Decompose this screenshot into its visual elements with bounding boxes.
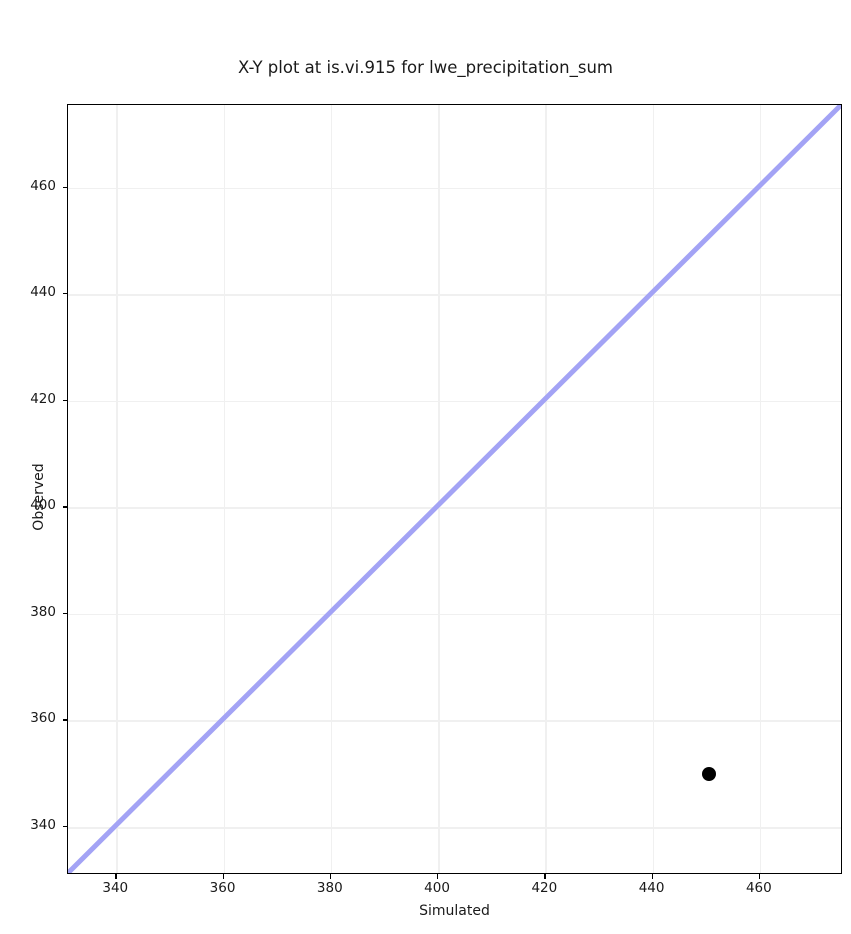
gridline-vertical (545, 105, 547, 873)
y-tick-mark (62, 826, 67, 828)
plot-area (67, 104, 842, 874)
x-tick-label: 400 (424, 880, 450, 896)
scatter-point[interactable] (701, 766, 716, 781)
gridline-horizontal (68, 613, 841, 616)
gridline-horizontal (68, 720, 841, 723)
x-tick-mark (115, 874, 117, 879)
x-tick-label: 460 (745, 880, 772, 896)
y-tick-label: 400 (30, 497, 56, 514)
gridline-vertical (223, 105, 226, 873)
x-tick-mark (651, 874, 653, 879)
y-tick-mark (62, 719, 67, 721)
one-to-one-line (68, 105, 841, 873)
x-tick-label: 340 (102, 880, 129, 896)
gridline-horizontal (68, 507, 841, 509)
gridline-vertical (330, 105, 333, 873)
x-tick-mark (329, 874, 332, 879)
x-tick-mark (222, 874, 224, 879)
y-tick-label: 440 (30, 284, 56, 301)
x-tick-mark (544, 874, 546, 879)
gridline-horizontal (68, 400, 841, 403)
y-axis-label: Observed (31, 463, 47, 531)
x-tick-label: 420 (531, 880, 558, 896)
x-axis-label: Simulated (419, 903, 490, 919)
y-tick-mark (62, 399, 67, 402)
x-tick-label: 440 (638, 880, 665, 896)
y-tick-label: 360 (30, 710, 56, 727)
y-tick-label: 380 (30, 603, 56, 620)
gridline-horizontal (68, 294, 841, 296)
x-tick-mark (437, 874, 439, 879)
x-tick-label: 380 (316, 880, 343, 896)
gridline-vertical (759, 105, 762, 873)
gridline-vertical (652, 105, 655, 873)
gridline-horizontal (68, 187, 841, 190)
y-tick-label: 420 (30, 390, 56, 407)
x-tick-label: 360 (209, 880, 236, 896)
gridline-vertical (116, 105, 118, 873)
chart-title-line-1: X-Y plot at is.vi.915 for lwe_precipitat… (238, 58, 613, 77)
gridline-horizontal (68, 827, 841, 829)
y-tick-mark (62, 293, 67, 295)
y-tick-label: 460 (30, 177, 56, 194)
gridline-vertical (438, 105, 440, 873)
y-tick-mark (62, 506, 67, 508)
y-tick-mark (62, 186, 67, 188)
y-tick-mark (62, 612, 67, 615)
y-tick-label: 340 (30, 817, 56, 834)
x-tick-mark (758, 874, 761, 879)
